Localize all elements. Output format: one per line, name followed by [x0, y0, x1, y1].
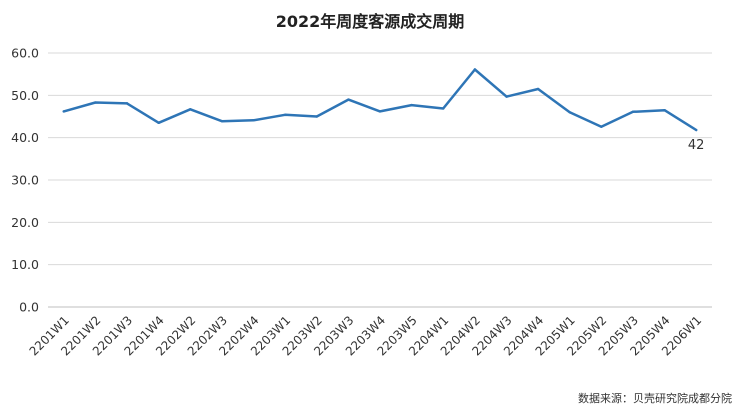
y-tick-label: 20.0	[11, 215, 39, 230]
data-point	[315, 115, 318, 118]
y-tick-label: 0.0	[19, 300, 39, 315]
chart-title: 2022年周度客源成交周期	[275, 12, 465, 31]
data-label: 42	[688, 138, 705, 153]
data-point	[252, 119, 255, 122]
data-point	[62, 110, 66, 113]
data-point	[442, 107, 445, 110]
data-point	[125, 102, 129, 105]
y-tick-label: 40.0	[11, 130, 39, 145]
data-point	[189, 108, 192, 111]
data-point	[94, 101, 97, 104]
data-point	[568, 111, 571, 114]
data-point	[378, 110, 382, 113]
data-point	[536, 87, 540, 91]
data-point	[600, 125, 603, 128]
data-point	[410, 103, 413, 107]
data-point	[694, 128, 698, 132]
series-line	[62, 68, 698, 132]
data-point	[157, 121, 160, 125]
y-tick-label: 60.0	[11, 46, 39, 61]
data-point	[505, 95, 508, 98]
y-tick-label: 50.0	[11, 88, 39, 103]
data-point	[347, 98, 350, 101]
data-point	[220, 119, 224, 123]
y-tick-label: 10.0	[11, 257, 39, 272]
data-source-note: 数据来源：贝壳研究院成都分院	[578, 392, 732, 405]
data-point	[631, 110, 635, 114]
data-point	[283, 113, 287, 117]
data-point	[663, 108, 666, 112]
y-tick-label: 30.0	[11, 173, 39, 188]
data-point	[473, 68, 477, 71]
